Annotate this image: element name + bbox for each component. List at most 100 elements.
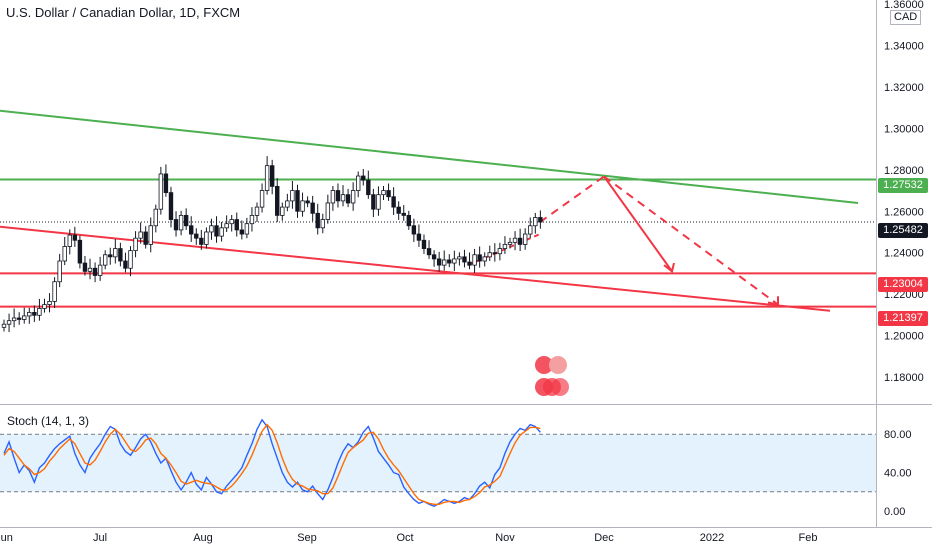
candle (108, 254, 113, 258)
candle (16, 317, 22, 320)
candle (148, 225, 153, 245)
candle (442, 259, 447, 266)
candle (507, 241, 513, 245)
candle (67, 234, 72, 247)
x-tick-label: Feb (799, 532, 818, 544)
x-tick-label: Sep (297, 532, 317, 544)
candle (376, 194, 381, 210)
candle (138, 231, 143, 239)
x-tick-label: Dec (594, 532, 614, 544)
candle (254, 206, 260, 216)
candle (396, 206, 401, 214)
candle (62, 246, 67, 262)
candle (300, 200, 305, 212)
candle (52, 281, 57, 302)
candle (472, 254, 477, 266)
y-tick-label: 1.34000 (884, 40, 924, 52)
candle (22, 315, 27, 320)
candle (381, 190, 386, 196)
x-tick-label: 2022 (700, 532, 724, 544)
projection-up-dashed (539, 175, 605, 223)
y-tick-label: 1.30000 (884, 123, 924, 135)
candle (183, 214, 189, 227)
candle (264, 165, 270, 191)
stoch-tick-label: 0.00 (884, 506, 905, 518)
candle (57, 260, 62, 283)
candle (72, 234, 78, 241)
stoch-tick-label: 80.00 (884, 429, 912, 441)
candle (82, 262, 88, 272)
candle (335, 190, 341, 202)
candle (163, 173, 169, 194)
stoch-indicator-label[interactable]: Stoch (14, 1, 3) (7, 414, 90, 428)
price-badge-resistance: 1.27532 (878, 178, 928, 193)
candle (528, 225, 533, 235)
candle (6, 320, 12, 325)
candle (411, 225, 417, 235)
candle (416, 233, 422, 241)
ca-flag-event-icon[interactable] (549, 356, 567, 374)
candle (487, 252, 492, 258)
candle (224, 223, 229, 229)
descending-trendline-green (0, 109, 859, 204)
candle (280, 206, 285, 216)
candle (295, 190, 300, 212)
price-badge-last: 1.25482 (878, 223, 928, 238)
candle (249, 214, 255, 225)
candle (517, 237, 523, 245)
candle (290, 190, 295, 202)
candle (269, 165, 275, 187)
candle (219, 227, 224, 237)
candle (204, 231, 209, 245)
candle (27, 311, 32, 317)
candle (350, 190, 356, 204)
x-tick-label: Jun (0, 532, 13, 544)
candle (97, 264, 103, 276)
ca-flag-event-icon-3[interactable] (551, 378, 569, 396)
candle (371, 194, 376, 210)
stoch-band (0, 434, 876, 492)
candle (11, 317, 17, 322)
candle (173, 219, 179, 231)
candle (158, 173, 164, 210)
candle (143, 231, 148, 245)
us-flag-event-icon[interactable] (535, 356, 553, 374)
candle (457, 256, 462, 260)
candle (123, 260, 128, 269)
candle (259, 190, 265, 208)
candle (42, 304, 47, 309)
candle (401, 212, 406, 216)
candle (118, 248, 123, 262)
x-tick-label: Nov (495, 532, 515, 544)
candle (386, 190, 391, 198)
y-tick-label: 1.18000 (884, 372, 924, 384)
candle (37, 308, 42, 316)
candle (285, 200, 290, 208)
candle (320, 219, 325, 229)
candle (492, 252, 498, 255)
projection-down-solid (603, 175, 673, 272)
candle (178, 214, 184, 231)
y-tick-label: 1.26000 (884, 206, 924, 218)
candle (345, 194, 351, 204)
candle (189, 225, 194, 235)
candle (315, 212, 320, 229)
candle (128, 250, 133, 269)
candle (92, 267, 98, 276)
candle (1, 323, 7, 328)
candle (406, 214, 411, 227)
candle (133, 237, 138, 252)
y-tick-label: 1.32000 (884, 82, 924, 94)
candle (310, 202, 315, 214)
candle (452, 258, 457, 264)
candle (361, 175, 366, 181)
candle (340, 194, 346, 202)
x-tick-label: Jul (93, 532, 107, 544)
candle (87, 267, 93, 272)
candle (234, 219, 239, 231)
currency-label[interactable]: CAD (890, 10, 922, 25)
candle (275, 185, 280, 216)
stoch-tick-label: 40.00 (884, 468, 912, 480)
candle (199, 237, 204, 245)
